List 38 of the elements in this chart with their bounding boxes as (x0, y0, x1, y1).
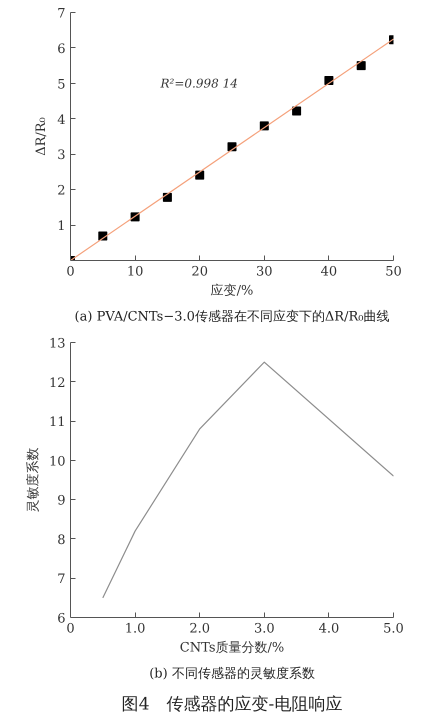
y-tick-label: 10 (48, 454, 66, 470)
text: (a) PVA/CNTs−3.0传感器在不同应变下的ΔR/R₀曲线 (74, 308, 390, 324)
y-tick-label: 6 (57, 42, 66, 57)
y-tick-label: 9 (57, 494, 66, 509)
text: (b) 不同传感器的灵敏度系数 (149, 666, 315, 682)
y-tick-label: 12 (48, 376, 66, 391)
point (292, 106, 302, 116)
x-tick-label: 0 (66, 264, 75, 280)
y-tick-label: 2 (57, 184, 66, 199)
caption: 图4 传感器的应变-电阻响应 (122, 694, 342, 714)
y-tick-label: 3 (57, 148, 66, 164)
x-axis-title: CNTs质量分数/% (180, 640, 284, 656)
y-axis-title: 灵敏度系数 (24, 448, 41, 512)
x-tick-label: 20 (191, 264, 208, 280)
y-tick-label: 5 (57, 77, 66, 92)
x-tick-label: 10 (126, 264, 144, 280)
x-tick-label: 40 (320, 264, 338, 280)
x-tick-label: 2.0 (189, 622, 210, 636)
line-series (102, 362, 394, 598)
y-tick-label: 13 (48, 336, 66, 352)
x-axis-title: 应变/% (210, 282, 254, 298)
y-tick-label: 6 (57, 612, 66, 626)
y-tick-label: 1 (57, 219, 66, 234)
x-tick-label: 5.0 (383, 622, 404, 636)
y-tick-label: 11 (48, 415, 66, 430)
x-tick-label: 4.0 (318, 622, 340, 636)
annotation: R²=0.998 14 (160, 76, 238, 90)
y-tick-label: 7 (57, 572, 66, 588)
x-tick-label: 1.0 (124, 622, 146, 636)
y-tick-label: 8 (57, 532, 66, 548)
x-tick-label: 30 (256, 264, 273, 280)
point (356, 61, 366, 70)
y-axis-title: ΔR/R₀ (34, 117, 50, 156)
x-tick-label: 3.0 (254, 622, 275, 636)
x-tick-label: 0 (66, 622, 75, 636)
y-tick-label: 4 (57, 112, 66, 128)
y-tick-label: 7 (57, 6, 66, 22)
x-tick-label: 50 (385, 264, 402, 280)
